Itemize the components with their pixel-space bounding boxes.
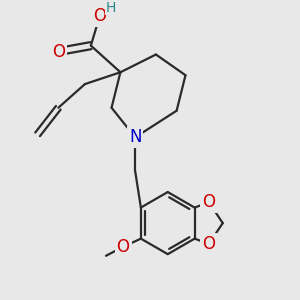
Text: O: O	[202, 235, 215, 253]
Text: O: O	[52, 43, 65, 61]
Text: N: N	[129, 128, 142, 146]
Text: H: H	[106, 1, 116, 15]
Text: O: O	[202, 193, 215, 211]
Text: O: O	[117, 238, 130, 256]
Text: O: O	[93, 7, 106, 25]
